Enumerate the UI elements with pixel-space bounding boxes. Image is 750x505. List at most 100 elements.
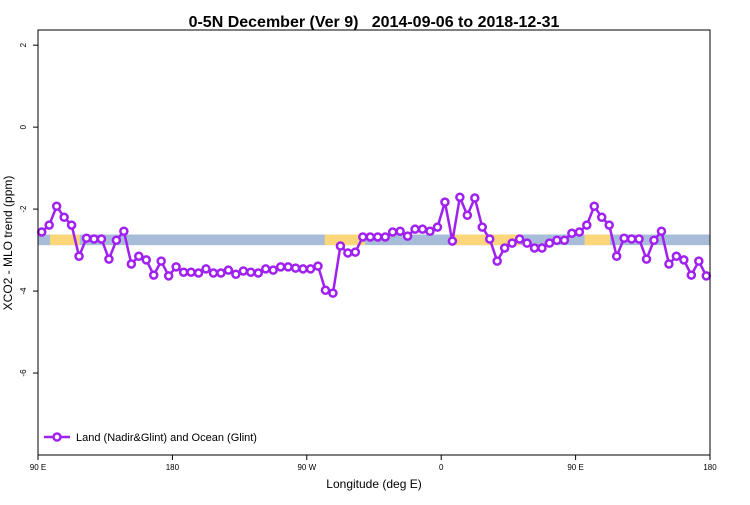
data-point (671, 251, 682, 261)
data-point (641, 254, 652, 264)
data-point (619, 233, 629, 243)
data-point (208, 268, 219, 278)
data-point (507, 238, 517, 248)
data-point (186, 267, 196, 277)
data-point (320, 285, 331, 295)
data-point (559, 235, 570, 245)
data-point (156, 256, 166, 266)
data-point (81, 233, 92, 243)
data-point (66, 220, 77, 230)
data-point (328, 288, 338, 298)
data-point (656, 226, 667, 236)
data-point (305, 264, 316, 274)
legend-marker (52, 432, 62, 442)
legend-label: Land (Nadir&Glint) and Ocean (Glint) (76, 432, 257, 444)
data-point (589, 201, 600, 211)
data-point (499, 243, 510, 253)
data-point (343, 248, 353, 258)
data-point (664, 259, 674, 269)
data-point (387, 227, 398, 237)
data-point (470, 193, 480, 203)
data-point (365, 232, 376, 242)
data-point (59, 212, 69, 223)
data-point (74, 251, 84, 261)
data-point (201, 264, 211, 274)
data-point (611, 251, 622, 261)
data-point (111, 235, 122, 245)
data-point (253, 268, 264, 278)
data-point (141, 255, 152, 265)
data-point (104, 254, 114, 264)
y-tick-label: -2 (19, 205, 28, 213)
data-point (372, 232, 383, 242)
data-point (679, 255, 689, 265)
data-point (148, 270, 159, 280)
data-point (410, 224, 420, 234)
x-axis-label: Longitude (deg E) (326, 477, 421, 491)
data-point (529, 243, 540, 253)
x-tick-label: 90 E (30, 463, 46, 472)
x-tick-label: 90 W (297, 463, 316, 472)
data-point (596, 212, 607, 223)
data-point (126, 259, 137, 269)
data-point (484, 234, 495, 244)
land-band (324, 234, 366, 246)
data-point (402, 231, 413, 241)
data-point (119, 226, 129, 236)
data-point (514, 234, 525, 244)
data-point (477, 222, 488, 232)
data-point (425, 226, 435, 236)
data-point (537, 243, 547, 253)
data-point (171, 262, 181, 272)
data-point (694, 256, 704, 266)
data-point (358, 232, 368, 242)
data-point (626, 234, 637, 244)
plot-frame (37, 29, 711, 456)
data-point (350, 247, 361, 257)
data-point (216, 268, 226, 278)
data-point (432, 222, 443, 232)
data-point (283, 262, 293, 272)
data-point (395, 226, 405, 236)
y-tick-label: 2 (19, 42, 28, 47)
data-point (634, 234, 644, 244)
data-point (36, 227, 47, 237)
data-point (604, 220, 614, 230)
data-point (134, 251, 144, 261)
data-point (335, 241, 346, 251)
data-point (246, 267, 256, 277)
data-point (51, 201, 62, 211)
data-point (163, 271, 174, 281)
data-point (260, 264, 271, 274)
data-point (701, 271, 712, 281)
chart-title: 0-5N December (Ver 9) 2014-09-06 to 2018… (189, 14, 560, 31)
data-point (313, 261, 323, 271)
data-point (455, 192, 465, 202)
data-point (686, 270, 697, 280)
data-point (574, 227, 585, 237)
data-point (649, 235, 659, 245)
data-point (544, 238, 555, 248)
land-band (584, 234, 610, 246)
x-tick-label: 90 E (567, 463, 583, 472)
data-point (44, 220, 54, 230)
data-point (462, 210, 473, 220)
data-point (552, 235, 562, 245)
data-point (193, 268, 204, 278)
y-tick-label: 0 (19, 124, 28, 129)
data-point (582, 220, 592, 230)
series-line (40, 192, 708, 295)
data-point (298, 264, 308, 274)
data-point (223, 265, 234, 275)
data-point (567, 228, 577, 239)
y-tick-label: -4 (19, 287, 28, 295)
y-tick-label: -6 (19, 369, 28, 377)
data-point (492, 256, 502, 266)
x-tick-label: 0 (439, 463, 444, 472)
x-tick-label: 180 (166, 463, 180, 472)
data-point (290, 263, 301, 273)
data-point (96, 234, 107, 244)
x-tick-label: 180 (703, 463, 717, 472)
data-point (275, 262, 286, 272)
